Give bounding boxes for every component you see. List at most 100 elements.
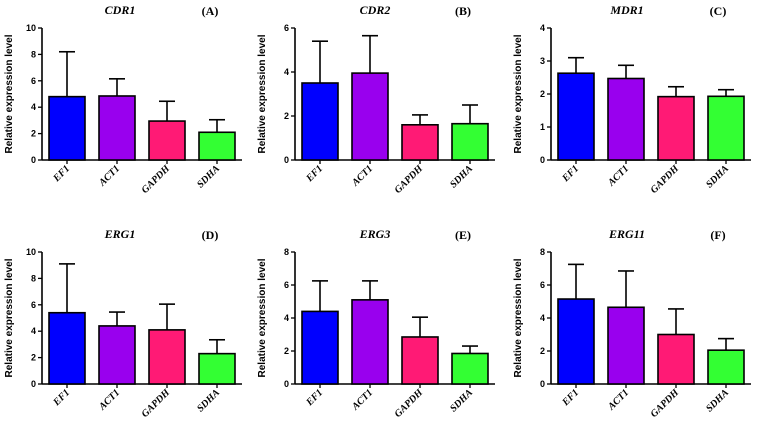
panel-label: (C)	[710, 4, 727, 18]
bar-gapdh	[401, 124, 439, 161]
x-tick-label-sdha: SDHA	[195, 163, 222, 190]
x-tick-label-gapdh: GAPDH	[393, 386, 426, 419]
panel-e: ERG3 (E) Relative expression level 0 2 4 6 8 EF1…	[257, 227, 495, 420]
y-axis-label: Relative expression level	[4, 34, 15, 153]
panel-label: (F)	[710, 228, 725, 242]
x-tick-label-sdha: SDHA	[448, 387, 475, 414]
bar-act1	[351, 299, 389, 385]
bar-act1	[98, 325, 136, 385]
x-tick-label-gapdh: GAPDH	[649, 162, 682, 195]
bar-sdha	[707, 95, 745, 161]
bar-gapdh	[148, 120, 186, 161]
y-tick-label: 8	[540, 247, 545, 257]
panel-label: (A)	[202, 4, 219, 18]
panel-a: CDR1 (A) Relative expression level 0 2 4 6 8 10 E…	[4, 3, 242, 196]
bar-ef1	[48, 311, 86, 385]
bar-gapdh	[148, 329, 186, 385]
y-tick-label: 8	[31, 273, 36, 283]
bar-sdha	[451, 352, 489, 385]
bar-ef1	[557, 72, 595, 161]
bar-sdha	[198, 131, 236, 161]
x-tick-label-ef1: EF1	[560, 163, 581, 184]
y-tick-label: 0	[284, 155, 289, 165]
y-tick-label: 0	[540, 155, 545, 165]
y-tick-label: 2	[31, 353, 36, 363]
x-tick-label-ef1: EF1	[304, 163, 325, 184]
panel-c: MDR1 (C) Relative expression level 0 1 2 3 4 EF1…	[513, 3, 751, 196]
x-tick-label-act1: ACT1	[605, 163, 631, 189]
x-tick-label-ef1: EF1	[304, 387, 325, 408]
x-tick-label-act1: ACT1	[349, 163, 375, 189]
x-tick-label-gapdh: GAPDH	[140, 386, 173, 419]
y-tick-label: 1	[540, 122, 545, 132]
x-tick-label-act1: ACT1	[605, 387, 631, 413]
chart-title: CDR2	[360, 3, 391, 17]
bar-gapdh	[657, 95, 695, 161]
bar-ef1	[301, 82, 339, 161]
y-tick-label: 4	[284, 67, 289, 77]
chart-title: MDR1	[609, 3, 643, 17]
bar-sdha	[198, 352, 236, 385]
bar-sdha	[451, 122, 489, 161]
y-axis-label: Relative expression level	[4, 258, 15, 377]
panel-label: (D)	[202, 228, 219, 242]
x-tick-label-sdha: SDHA	[704, 163, 731, 190]
bar-ef1	[48, 95, 86, 161]
y-axis-label: Relative expression level	[513, 34, 524, 153]
y-axis-label: Relative expression level	[257, 34, 268, 153]
y-tick-label: 4	[540, 313, 545, 323]
y-tick-label: 6	[284, 280, 289, 290]
panel-d: ERG1 (D) Relative expression level 0 2 4 6 8 10 E…	[4, 227, 242, 420]
bar-ef1	[557, 298, 595, 385]
panel-label: (E)	[455, 228, 471, 242]
chart-title: ERG1	[104, 227, 136, 241]
x-tick-label-ef1: EF1	[560, 387, 581, 408]
x-tick-label-sdha: SDHA	[195, 387, 222, 414]
y-tick-label: 0	[284, 379, 289, 389]
y-tick-label: 4	[31, 326, 36, 336]
y-tick-label: 0	[31, 155, 36, 165]
y-tick-label: 10	[26, 23, 36, 33]
bar-act1	[351, 72, 389, 161]
x-tick-label-ef1: EF1	[51, 387, 72, 408]
y-tick-label: 4	[31, 102, 36, 112]
y-tick-label: 0	[540, 379, 545, 389]
x-tick-label-sdha: SDHA	[448, 163, 475, 190]
bar-act1	[98, 95, 136, 161]
y-tick-label: 4	[284, 313, 289, 323]
y-axis-label: Relative expression level	[257, 258, 268, 377]
bar-gapdh	[401, 336, 439, 385]
panel-label: (B)	[455, 4, 471, 18]
y-tick-label: 6	[31, 300, 36, 310]
y-tick-label: 2	[284, 111, 289, 121]
chart-title: CDR1	[105, 3, 136, 17]
y-tick-label: 8	[31, 49, 36, 59]
y-tick-label: 2	[31, 129, 36, 139]
x-tick-label-gapdh: GAPDH	[649, 386, 682, 419]
y-tick-label: 0	[31, 379, 36, 389]
y-axis-label: Relative expression level	[513, 258, 524, 377]
panel-f: ERG11 (F) Relative expression level 0 2 4 6 8 EF…	[513, 227, 751, 420]
bar-act1	[607, 77, 645, 161]
y-tick-label: 6	[284, 23, 289, 33]
x-tick-label-gapdh: GAPDH	[140, 162, 173, 195]
panel-b: CDR2 (B) Relative expression level 0 2 4 6 EF1 A…	[257, 3, 495, 196]
y-tick-label: 4	[540, 23, 545, 33]
y-tick-label: 2	[540, 346, 545, 356]
x-tick-label-gapdh: GAPDH	[393, 162, 426, 195]
x-tick-label-sdha: SDHA	[704, 387, 731, 414]
bar-gapdh	[657, 333, 695, 385]
x-tick-label-ef1: EF1	[51, 163, 72, 184]
bar-ef1	[301, 310, 339, 385]
x-tick-label-act1: ACT1	[96, 387, 122, 413]
y-tick-label: 8	[284, 247, 289, 257]
y-tick-label: 10	[26, 247, 36, 257]
y-tick-label: 3	[540, 56, 545, 66]
y-tick-label: 6	[31, 76, 36, 86]
y-tick-label: 2	[540, 89, 545, 99]
x-tick-label-act1: ACT1	[349, 387, 375, 413]
y-tick-label: 2	[284, 346, 289, 356]
bar-act1	[607, 306, 645, 385]
chart-title: ERG3	[359, 227, 391, 241]
